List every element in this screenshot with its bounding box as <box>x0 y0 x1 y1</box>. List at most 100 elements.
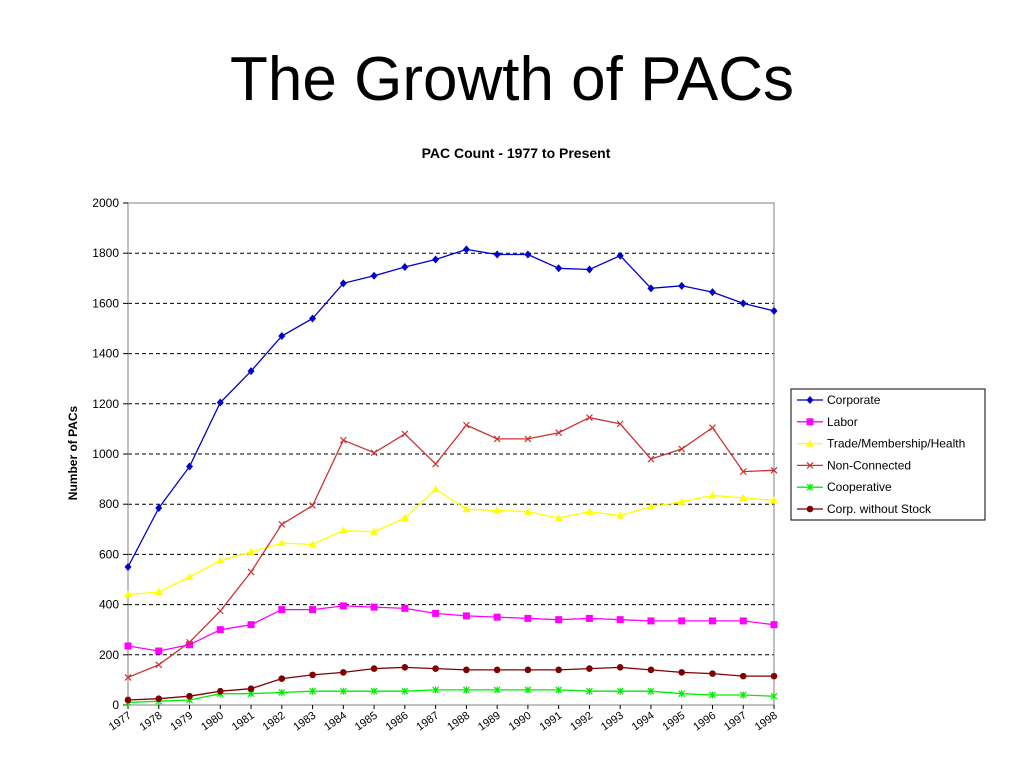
data-point <box>555 686 563 694</box>
legend-label: Corporate <box>827 393 881 407</box>
data-point <box>247 547 256 555</box>
data-point <box>647 284 655 293</box>
x-tick-label: 1978 <box>138 710 165 734</box>
data-point <box>154 588 163 596</box>
data-point <box>709 691 716 699</box>
legend-marker <box>806 439 814 447</box>
data-point <box>339 279 347 288</box>
data-point <box>585 507 594 515</box>
legend-marker <box>806 461 814 469</box>
data-point <box>124 642 132 650</box>
y-tick-label: 1200 <box>92 397 119 411</box>
data-point <box>278 688 286 696</box>
data-point <box>339 687 347 695</box>
series-line <box>127 416 775 679</box>
y-tick-label: 600 <box>99 547 119 561</box>
data-point <box>124 562 132 571</box>
data-point <box>277 539 286 547</box>
x-tick-label: 1989 <box>476 710 503 734</box>
data-point <box>309 314 317 323</box>
data-point <box>401 664 409 671</box>
data-point <box>524 686 532 694</box>
legend-label: Corp. without Stock <box>827 502 932 516</box>
legend-label: Trade/Membership/Health <box>827 437 965 451</box>
data-point <box>678 690 686 698</box>
data-point <box>278 520 286 528</box>
x-tick-label: 1982 <box>261 710 288 734</box>
x-tick-label: 1977 <box>107 710 134 734</box>
data-point <box>370 271 378 280</box>
data-point <box>124 696 132 704</box>
data-point <box>739 691 747 699</box>
data-point <box>524 614 532 622</box>
data-point <box>186 638 193 646</box>
data-point <box>770 672 778 680</box>
data-point <box>186 462 194 471</box>
x-tick-label: 1985 <box>353 710 380 734</box>
x-tick-label: 1983 <box>291 710 318 734</box>
series-line <box>127 666 774 701</box>
x-tick-label: 1981 <box>230 710 257 734</box>
data-point <box>555 616 563 624</box>
y-tick-label: 1600 <box>92 296 119 310</box>
data-point <box>216 556 225 564</box>
data-point <box>585 614 593 622</box>
data-point <box>678 445 686 453</box>
data-point <box>339 602 347 610</box>
x-tick-label: 1996 <box>691 710 718 734</box>
data-point <box>770 621 778 629</box>
data-point <box>554 514 563 522</box>
x-tick-label: 1991 <box>537 710 564 734</box>
data-point <box>524 435 532 443</box>
data-point <box>247 685 255 692</box>
data-point <box>493 435 501 443</box>
data-point <box>309 502 316 509</box>
data-point <box>432 665 439 672</box>
x-tick-label: 1994 <box>630 710 657 734</box>
data-point <box>247 367 255 376</box>
data-point <box>647 455 655 463</box>
data-point <box>370 665 378 672</box>
data-point <box>462 612 470 620</box>
data-point <box>647 687 655 695</box>
series-lines <box>124 245 778 706</box>
data-point <box>709 670 716 677</box>
data-point <box>124 673 132 681</box>
data-point <box>124 590 132 598</box>
data-point <box>739 299 747 308</box>
legend-item: Non-Connected <box>797 458 911 472</box>
data-point <box>247 621 255 629</box>
data-point <box>493 686 501 694</box>
y-axis-label: Number of PACs <box>66 405 80 500</box>
data-point <box>770 496 778 504</box>
data-point <box>432 609 440 617</box>
data-point <box>524 250 532 259</box>
data-point <box>463 666 470 674</box>
data-point <box>431 485 440 493</box>
data-point <box>278 675 286 682</box>
chart-title: PAC Count - 1977 to Present <box>422 145 611 161</box>
slide-title: The Growth of PACs <box>230 45 794 114</box>
data-point <box>523 507 532 515</box>
data-point <box>401 687 409 695</box>
data-point <box>462 505 471 513</box>
data-point <box>278 332 286 341</box>
data-point <box>309 606 317 614</box>
data-point <box>370 603 378 611</box>
data-point <box>370 527 379 535</box>
y-tick-label: 800 <box>99 497 119 511</box>
data-point <box>770 306 778 315</box>
x-tick-label: 1986 <box>384 710 411 734</box>
data-point <box>493 250 501 259</box>
data-point <box>616 616 624 624</box>
data-point <box>616 251 624 260</box>
legend-item: Labor <box>797 415 858 429</box>
legend-label: Non-Connected <box>827 458 911 472</box>
x-tick-label: 1990 <box>507 710 534 734</box>
data-point <box>432 686 440 694</box>
data-point <box>216 607 224 615</box>
data-point <box>739 468 747 475</box>
data-point <box>339 436 347 444</box>
data-point <box>555 429 563 437</box>
